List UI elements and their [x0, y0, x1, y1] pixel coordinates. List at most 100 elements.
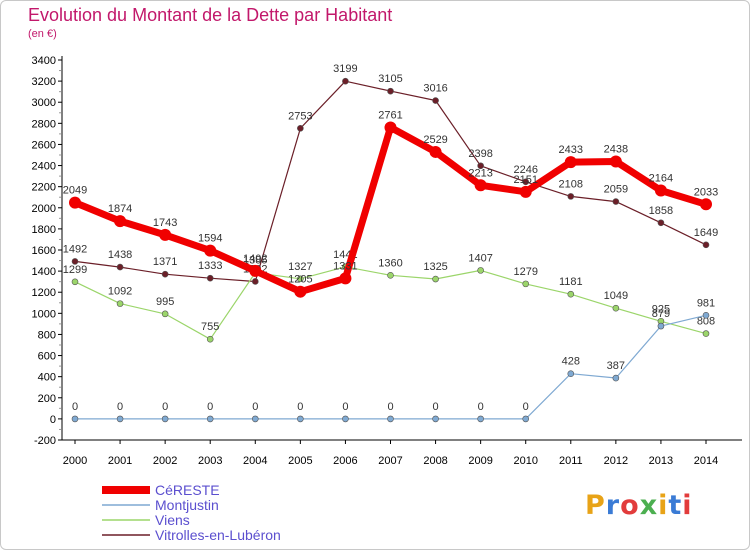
- data-label-vitrolles-en-lube-ron: 1492: [63, 243, 87, 255]
- data-label-vitrolles-en-lube-ron: 3199: [333, 63, 357, 75]
- data-label-vitrolles-en-lube-ron: 1649: [694, 227, 718, 239]
- data-label-ce-reste: 2033: [694, 186, 718, 198]
- data-point-montjustin: [657, 322, 665, 330]
- data-point-vitrolles-en-lube-ron: [251, 278, 259, 285]
- data-point-ce-reste: [564, 156, 577, 169]
- y-tick-label: 1200: [32, 287, 56, 299]
- data-point-vitrolles-en-lube-ron: [702, 241, 710, 249]
- data-point-vitrolles-en-lube-ron: [612, 198, 620, 205]
- data-point-viens: [477, 267, 484, 274]
- data-label-ce-reste: 2151: [513, 174, 537, 186]
- data-point-montjustin: [477, 415, 484, 423]
- x-tick-label: 2003: [198, 455, 222, 467]
- data-point-viens: [206, 335, 214, 343]
- data-point-vitrolles-en-lube-ron: [206, 274, 214, 282]
- data-point-montjustin: [702, 312, 710, 319]
- data-label-vitrolles-en-lube-ron: 2398: [468, 148, 492, 160]
- data-label-ce-reste: 2164: [649, 172, 673, 184]
- data-label-vitrolles-en-lube-ron: 1371: [153, 256, 177, 268]
- x-tick-label: 2006: [333, 455, 357, 467]
- data-point-viens: [612, 304, 620, 312]
- legend-label: Vitrolles-en-Lubéron: [155, 527, 281, 543]
- y-tick-label: 2200: [32, 182, 56, 194]
- data-label-viens: 1325: [423, 261, 447, 273]
- data-label-viens: 1092: [108, 286, 132, 298]
- legend-label: Montjustin: [155, 497, 219, 513]
- data-point-montjustin: [71, 415, 79, 423]
- logo-letter: r: [605, 490, 621, 521]
- chart-title: Evolution du Montant de la Dette par Hab…: [28, 5, 393, 25]
- data-label-viens: 1327: [288, 261, 312, 273]
- proxiti-logo: Proxiti: [585, 490, 693, 521]
- data-label-ce-reste: 1743: [153, 217, 177, 229]
- x-tick-label: 2004: [243, 455, 267, 467]
- y-tick-label: 1600: [32, 245, 56, 257]
- data-point-ce-reste: [429, 145, 442, 158]
- data-label-ce-reste: 2213: [468, 167, 492, 179]
- legend-label: Viens: [155, 512, 190, 528]
- data-label-ce-reste: 1402: [243, 253, 267, 265]
- logo-letter: i: [682, 490, 693, 521]
- data-point-vitrolles-en-lube-ron: [477, 162, 484, 170]
- data-point-viens: [432, 275, 439, 283]
- y-tick-label: 2800: [32, 118, 56, 130]
- logo-letter: o: [620, 490, 640, 521]
- y-tick-label: 3000: [32, 97, 56, 109]
- data-point-viens: [71, 278, 79, 286]
- data-point-vitrolles-en-lube-ron: [657, 219, 665, 227]
- data-point-vitrolles-en-lube-ron: [432, 97, 439, 104]
- data-label-montjustin: 981: [697, 297, 715, 309]
- data-label-viens: 1385: [243, 255, 267, 267]
- data-point-montjustin: [297, 415, 304, 423]
- data-label-vitrolles-en-lube-ron: 2753: [288, 110, 312, 122]
- data-point-ce-reste: [339, 272, 352, 285]
- data-label-ce-reste: 2761: [378, 109, 402, 121]
- data-point-vitrolles-en-lube-ron: [71, 258, 79, 265]
- data-label-viens: 1407: [468, 252, 492, 264]
- y-tick-label: 2600: [32, 139, 56, 151]
- data-label-viens: 1360: [378, 257, 402, 269]
- data-point-montjustin: [206, 415, 214, 423]
- x-tick-label: 2001: [108, 455, 132, 467]
- logo-letter: i: [658, 490, 669, 521]
- data-point-montjustin: [161, 415, 169, 423]
- data-label-ce-reste: 1205: [288, 274, 312, 286]
- y-tick-label: 3200: [32, 76, 56, 88]
- data-point-ce-reste: [609, 155, 622, 168]
- data-label-vitrolles-en-lube-ron: 1333: [198, 260, 222, 272]
- data-label-ce-reste: 2438: [604, 144, 628, 156]
- data-label-ce-reste: 2529: [423, 134, 447, 146]
- x-tick-label: 2010: [513, 455, 537, 467]
- data-label-ce-reste: 1874: [108, 203, 132, 215]
- x-tick-label: 2005: [288, 455, 312, 467]
- data-label-montjustin: 0: [523, 401, 529, 413]
- x-tick-label: 2012: [604, 455, 628, 467]
- y-tick-label: 2000: [32, 203, 56, 215]
- data-label-montjustin: 0: [207, 401, 213, 413]
- data-label-vitrolles-en-lube-ron: 2246: [513, 164, 537, 176]
- data-label-ce-reste: 1331: [333, 260, 357, 272]
- legend-label: CéRESTE: [155, 482, 220, 498]
- data-label-vitrolles-en-lube-ron: 1858: [649, 205, 673, 217]
- data-point-montjustin: [387, 415, 394, 423]
- y-tick-label: 1000: [32, 308, 56, 320]
- data-point-viens: [387, 272, 394, 279]
- data-point-ce-reste: [69, 196, 81, 209]
- logo-letter: x: [639, 490, 659, 521]
- data-label-ce-reste: 2433: [559, 144, 583, 156]
- data-label-viens: 995: [156, 296, 174, 308]
- data-point-ce-reste: [114, 215, 127, 228]
- data-label-vitrolles-en-lube-ron: 1438: [108, 249, 132, 261]
- data-label-viens: 808: [697, 316, 715, 328]
- data-label-viens: 1049: [604, 290, 628, 302]
- data-label-viens: 755: [201, 321, 219, 333]
- data-label-vitrolles-en-lube-ron: 2108: [559, 178, 583, 190]
- data-label-montjustin: 0: [433, 401, 439, 413]
- data-point-ce-reste: [519, 185, 532, 198]
- data-point-ce-reste: [474, 179, 487, 192]
- y-tick-label: 800: [38, 329, 56, 341]
- data-label-vitrolles-en-lube-ron: 3016: [423, 83, 447, 95]
- data-label-montjustin: 387: [607, 360, 625, 372]
- logo-letter: P: [585, 490, 606, 521]
